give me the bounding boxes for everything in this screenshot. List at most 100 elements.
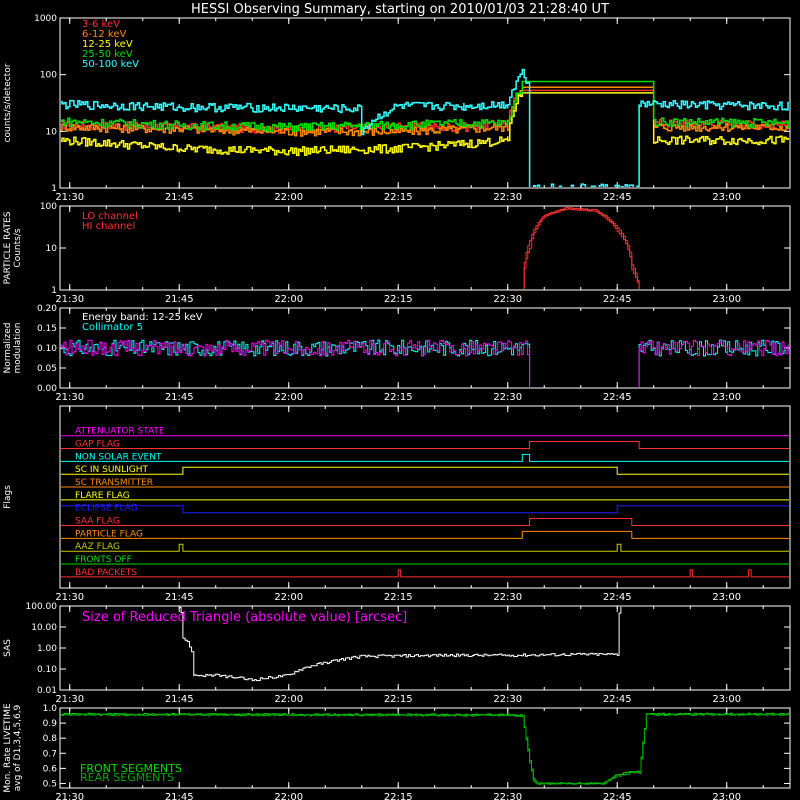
y-tick-label: 10 bbox=[46, 244, 58, 254]
x-tick-label: 23:00 bbox=[712, 294, 741, 305]
panel-3-plot bbox=[61, 339, 789, 387]
y-axis-label: Mon. Rate LIVETIME bbox=[3, 703, 13, 793]
series-line bbox=[61, 339, 789, 387]
x-tick-label: 22:45 bbox=[603, 392, 632, 403]
x-tick-label: 22:45 bbox=[603, 694, 632, 705]
y-tick-label: 0.10 bbox=[37, 665, 57, 675]
x-tick-label: 22:15 bbox=[384, 392, 413, 403]
series-line bbox=[523, 207, 640, 289]
x-tick-label: 23:00 bbox=[712, 392, 741, 403]
flag-line bbox=[61, 518, 789, 527]
y-tick-label: 1.0 bbox=[43, 704, 58, 714]
flag-label: ATTENUATOR STATE bbox=[75, 427, 165, 437]
x-tick-label: 22:30 bbox=[493, 392, 522, 403]
x-tick-label: 22:00 bbox=[274, 592, 303, 603]
flag-label: SC TRANSMITTER bbox=[75, 478, 153, 488]
x-tick-label: 22:00 bbox=[274, 192, 303, 203]
panel-6-plot bbox=[61, 712, 789, 785]
series-line bbox=[61, 80, 789, 132]
x-tick-label: 21:30 bbox=[55, 392, 84, 403]
y-tick-label: 0.5 bbox=[43, 779, 57, 789]
x-tick-label: 21:30 bbox=[55, 592, 84, 603]
legend-entry: FRONT SEGMENTS bbox=[80, 762, 182, 775]
x-tick-label: 21:45 bbox=[165, 792, 194, 800]
y-tick-label: 0.9 bbox=[43, 719, 58, 729]
flag-line bbox=[61, 453, 789, 462]
legend-entry: LO channel bbox=[82, 211, 138, 222]
y-tick-label: 10.00 bbox=[31, 623, 57, 633]
y-tick-label: 0.20 bbox=[37, 304, 57, 314]
y-axis-label: SAS bbox=[3, 639, 13, 657]
x-tick-label: 21:45 bbox=[165, 192, 194, 203]
x-tick-label: 22:00 bbox=[274, 694, 303, 705]
y-tick-label: 1.00 bbox=[37, 644, 57, 654]
flag-label: ECLIPSE FLAG bbox=[75, 504, 138, 514]
x-tick-label: 23:00 bbox=[712, 792, 741, 800]
y-tick-label: 0.01 bbox=[37, 686, 57, 696]
series-line bbox=[61, 86, 789, 137]
x-tick-label: 22:15 bbox=[384, 294, 413, 305]
x-tick-label: 22:45 bbox=[603, 294, 632, 305]
y-axis-label: counts/s/detector bbox=[3, 63, 13, 142]
series-line bbox=[523, 208, 640, 289]
flag-label: FLARE FLAG bbox=[75, 491, 130, 501]
y-axis-label: Flags bbox=[3, 485, 13, 509]
panel-2-plot bbox=[523, 207, 640, 289]
x-tick-label: 22:30 bbox=[493, 192, 522, 203]
flag-label: SAA FLAG bbox=[75, 517, 120, 527]
legend-entry: 6-12 keV bbox=[82, 29, 126, 40]
y-tick-label: 0.15 bbox=[37, 324, 57, 334]
y-tick-label: 1 bbox=[51, 286, 57, 296]
flag-line bbox=[61, 466, 789, 475]
y-tick-label: 1 bbox=[51, 184, 57, 194]
y-axis-label: Normalized bbox=[3, 322, 13, 373]
legend-entry: REAR SEGMENTS bbox=[80, 771, 174, 784]
legend-entry: 3-6 keV bbox=[82, 19, 120, 30]
x-tick-label: 22:15 bbox=[384, 192, 413, 203]
flag-label: AAZ FLAG bbox=[75, 542, 120, 552]
y-tick-label: 0.05 bbox=[37, 364, 57, 374]
panel-1-frame bbox=[59, 17, 791, 189]
flag-label: PARTICLE FLAG bbox=[75, 529, 143, 539]
y-tick-label: 100 bbox=[40, 71, 57, 81]
x-tick-label: 21:30 bbox=[55, 694, 84, 705]
x-tick-label: 21:45 bbox=[165, 694, 194, 705]
flag-line bbox=[61, 505, 789, 514]
x-tick-label: 23:00 bbox=[712, 592, 741, 603]
flag-line bbox=[61, 441, 789, 450]
x-tick-label: 21:45 bbox=[165, 592, 194, 603]
flag-line bbox=[61, 569, 789, 578]
y-tick-label: 0.8 bbox=[43, 734, 58, 744]
legend-entry: HI channel bbox=[82, 221, 135, 232]
y-tick-label: 0.7 bbox=[43, 749, 57, 759]
y-tick-label: 1000 bbox=[34, 14, 57, 24]
panel-4-frame bbox=[59, 405, 791, 589]
figure-title: HESSI Observing Summary, starting on 201… bbox=[191, 2, 609, 17]
panel-4-plot bbox=[61, 435, 789, 578]
y-tick-label: 100.00 bbox=[26, 602, 58, 612]
x-tick-label: 22:00 bbox=[274, 392, 303, 403]
y-tick-label: 10 bbox=[46, 127, 58, 137]
x-tick-label: 22:45 bbox=[603, 192, 632, 203]
legend-entry: 25-50 keV bbox=[82, 49, 133, 60]
x-tick-label: 22:30 bbox=[493, 592, 522, 603]
legend-entry: 50-100 keV bbox=[82, 59, 139, 70]
y-tick-label: 0.10 bbox=[37, 344, 57, 354]
x-tick-label: 23:00 bbox=[712, 192, 741, 203]
x-tick-label: 22:30 bbox=[493, 694, 522, 705]
flag-label: GAP FLAG bbox=[75, 440, 120, 450]
annotation-sas: Size of Reduced Triangle (absolute value… bbox=[82, 610, 407, 625]
x-tick-label: 22:15 bbox=[384, 792, 413, 800]
x-tick-label: 22:45 bbox=[603, 592, 632, 603]
x-tick-label: 22:15 bbox=[384, 694, 413, 705]
x-tick-label: 21:30 bbox=[55, 792, 84, 800]
legend-entry: 12-25 keV bbox=[82, 39, 133, 50]
panel-1-plot bbox=[61, 68, 789, 187]
y-tick-label: 100 bbox=[40, 202, 57, 212]
x-tick-label: 21:45 bbox=[165, 294, 194, 305]
x-tick-label: 22:30 bbox=[493, 792, 522, 800]
panel-5-plot bbox=[179, 607, 622, 682]
x-tick-label: 22:45 bbox=[603, 792, 632, 800]
flag-label: SC IN SUNLIGHT bbox=[75, 465, 149, 475]
